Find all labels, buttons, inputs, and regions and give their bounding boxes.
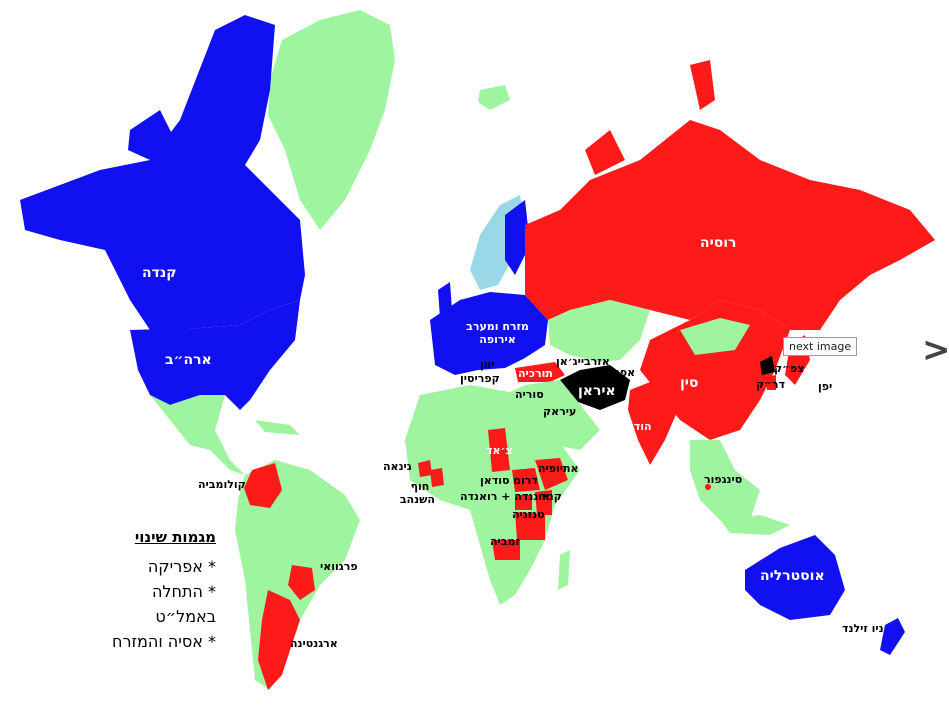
region-iran: [560, 365, 630, 410]
region-zambia: [492, 540, 520, 560]
region-caribbean: [255, 420, 300, 435]
label-syria: סוריה: [515, 388, 544, 401]
label-iran: איראן: [578, 383, 616, 399]
label-ethiopia: אתיופיה: [538, 462, 579, 475]
region-mongolia: [680, 318, 750, 355]
region-australia: [745, 535, 845, 620]
label-afghanistan: אפגניסטאן: [580, 366, 636, 379]
legend-item: * אסיה והמזרח: [112, 632, 216, 651]
region-arabia: [525, 380, 600, 450]
label-chad: צ׳אד: [486, 444, 513, 457]
next-image-tooltip: next image: [783, 337, 858, 356]
region-canada: [20, 15, 305, 330]
region-arctic-islands: [128, 110, 175, 160]
region-finland: [505, 200, 530, 275]
label-kenya: קניה: [538, 490, 562, 503]
label-ivory-coast: חוף השנהב: [399, 480, 435, 506]
label-argentina: ארגנטינה: [290, 637, 338, 650]
label-uganda-rwanda: אוגנדה + רואנדה: [460, 490, 550, 503]
label-zambia: זמביה: [490, 535, 520, 548]
label-south-sudan: דרום סודאן: [480, 474, 538, 487]
region-china: [640, 300, 790, 440]
region-kenya: [535, 490, 552, 515]
label-colombia: קולומביה: [198, 478, 246, 491]
label-usa: ארה״ב: [165, 352, 212, 368]
label-europe: מזרח ומערב אירופה: [466, 320, 529, 346]
region-europe: [430, 292, 548, 375]
region-uganda: [515, 495, 532, 510]
region-turkey: [515, 362, 565, 382]
label-south-korea: דר״ק: [756, 378, 785, 391]
legend: מגמות שינוי * אפריקה * התחלה באמל״ט * אס…: [96, 528, 216, 654]
label-cyprus: קפריסין: [460, 372, 500, 385]
region-ivory-coast: [430, 468, 444, 487]
legend-item: * התחלה באמל״ט: [151, 582, 216, 626]
region-central-america: [150, 395, 245, 475]
region-guinea: [418, 460, 432, 477]
label-guinea: גינאה: [383, 460, 412, 473]
label-new-zealand: ניו זילנד: [842, 622, 884, 635]
region-greenland: [268, 10, 395, 230]
label-iraq: עיראק: [543, 405, 577, 418]
label-singapore: סינגפור: [704, 473, 743, 486]
region-south-sudan: [512, 468, 540, 492]
label-turkey: תורכיה: [518, 367, 553, 380]
region-russia: [525, 120, 935, 330]
label-canada: קנדה: [142, 265, 177, 281]
region-indonesia: [720, 515, 790, 535]
label-north-korea: צפ״ק: [774, 362, 805, 375]
label-india: הודו: [630, 420, 652, 433]
region-usa: [130, 300, 300, 410]
next-image-arrow-icon[interactable]: >: [922, 330, 949, 370]
region-tanzania: [515, 512, 545, 540]
region-iceland: [478, 85, 510, 110]
legend-item: * אפריקה: [147, 557, 216, 576]
region-singapore: [705, 484, 711, 490]
region-africa: [405, 385, 580, 605]
region-colombia: [244, 463, 282, 508]
region-russia-islands: [585, 60, 715, 175]
label-azerbaijan: אזרבייג׳אן: [556, 355, 610, 368]
legend-title: מגמות שינוי: [134, 528, 216, 546]
label-australia: אוסטרליה: [760, 568, 825, 584]
region-paraguay: [288, 565, 315, 600]
label-paraguay: פרגוואי: [320, 560, 358, 573]
label-china: סין: [680, 375, 699, 391]
region-chad: [488, 428, 510, 472]
label-greece: יוון: [480, 358, 495, 371]
region-new-zealand: [880, 618, 905, 655]
region-ethiopia: [535, 458, 568, 490]
label-russia: רוסיה: [700, 235, 737, 251]
region-central-asia: [548, 300, 650, 362]
label-japan: יפן: [818, 380, 833, 393]
region-argentina: [258, 590, 300, 690]
region-north-korea: [760, 356, 775, 375]
label-tanzania: טנזניה: [512, 508, 545, 521]
region-se-asia: [690, 440, 760, 520]
region-south-korea: [765, 375, 776, 390]
region-madagascar: [558, 550, 570, 590]
